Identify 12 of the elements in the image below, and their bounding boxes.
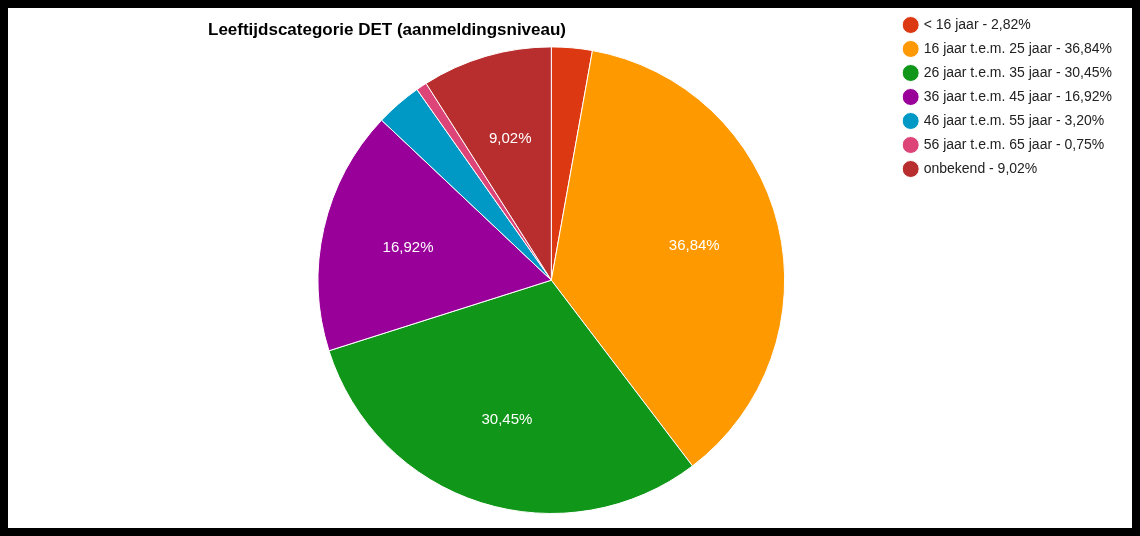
legend-label: 36 jaar t.e.m. 45 jaar - 16,92% <box>923 87 1112 104</box>
legend-label: 26 jaar t.e.m. 35 jaar - 30,45% <box>923 63 1112 80</box>
legend-label: 16 jaar t.e.m. 25 jaar - 36,84% <box>923 39 1112 56</box>
legend-label: 56 jaar t.e.m. 65 jaar - 0,75% <box>923 135 1105 152</box>
chart-title: Leeftijdscategorie DET (aanmeldingsniveau) <box>208 19 567 39</box>
legend-label: < 16 jaar - 2,82% <box>923 15 1031 32</box>
legend-label: 46 jaar t.e.m. 55 jaar - 3,20% <box>923 111 1105 128</box>
data-label: 16,92% <box>382 237 434 255</box>
legend-label: onbekend - 9,02% <box>923 159 1038 176</box>
data-label: 9,02% <box>488 129 532 147</box>
data-label: 36,84% <box>668 235 720 253</box>
data-label: 30,45% <box>481 410 533 428</box>
